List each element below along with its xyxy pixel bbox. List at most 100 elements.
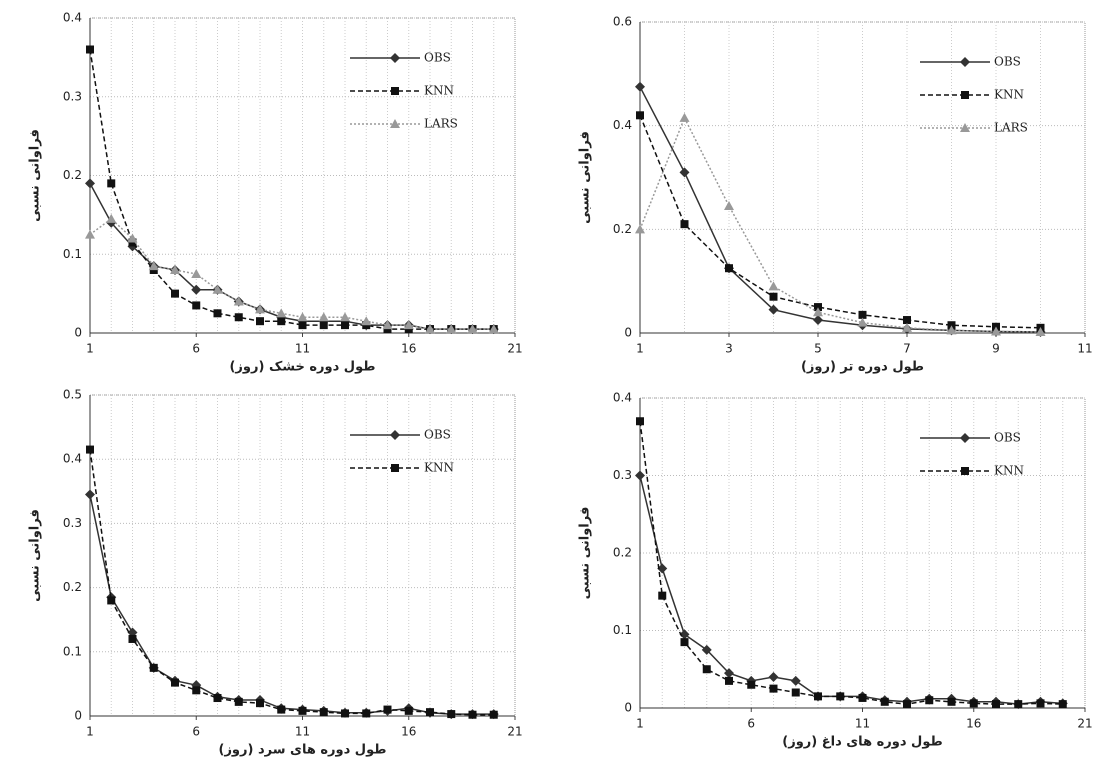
marker [969,699,978,708]
marker [341,321,349,330]
marker [1014,700,1023,709]
marker [724,668,734,679]
legend-marker [390,430,400,440]
y-tick-label: 0.4 [63,11,82,25]
legend-label: LARS [424,117,458,131]
marker [255,304,265,314]
marker [213,309,222,318]
marker [790,675,801,686]
marker [857,317,868,327]
marker [925,696,934,705]
series-line [639,115,1041,329]
marker [768,672,779,682]
marker [404,706,413,715]
legend-label: OBS [994,55,1021,69]
marker [107,179,116,188]
marker [382,320,393,330]
marker [636,111,644,120]
marker [768,304,779,315]
marker [769,292,778,301]
marker [127,233,138,243]
marker [276,308,287,318]
marker [128,634,137,643]
y-axis-title: فراوانی نسبی [578,131,593,224]
y-tick-label: 0.2 [63,580,82,594]
marker [1035,326,1046,336]
marker [467,324,478,334]
marker [902,322,912,332]
marker [170,265,180,274]
marker [947,697,956,706]
marker [991,326,1001,336]
x-axis-title: طول دوره های داغ (روز) [782,735,942,750]
marker [426,708,434,717]
y-tick-label: 0.2 [63,168,82,182]
legend-marker [960,123,970,132]
marker [425,324,435,334]
marker [903,700,911,709]
marker [813,315,823,326]
marker [191,284,202,295]
marker [298,706,307,715]
series-line [639,86,1041,333]
marker [858,693,867,702]
y-tick-label: 0.3 [63,89,82,103]
marker [680,220,689,229]
marker [836,692,845,701]
y-tick-label: 0 [74,326,82,340]
marker [148,261,159,271]
marker [234,313,243,322]
x-tick-label: 11 [295,725,310,739]
x-tick-label: 16 [966,717,981,731]
y-tick-label: 0.5 [63,388,82,402]
y-tick-label: 0.2 [613,546,632,560]
marker [635,81,645,92]
marker [212,284,223,294]
marker [213,694,222,703]
y-tick-label: 0.6 [613,15,632,29]
marker [361,316,372,326]
x-tick-label: 1 [636,717,644,731]
x-tick-label: 21 [507,342,522,356]
y-tick-label: 0.3 [63,516,82,530]
x-tick-label: 16 [401,725,416,739]
marker [858,310,867,319]
marker [946,325,957,335]
y-tick-label: 0 [74,709,82,723]
marker [768,281,779,291]
x-tick-label: 1 [86,725,94,739]
marker [383,705,392,714]
marker [1058,700,1067,709]
marker [277,317,286,326]
marker [86,45,94,54]
x-tick-label: 11 [1077,342,1092,356]
marker [791,688,800,697]
y-tick-label: 0 [624,326,632,340]
x-tick-label: 1 [86,342,94,356]
y-tick-label: 0.4 [63,452,82,466]
legend-label: KNN [994,88,1024,102]
marker [191,268,202,278]
marker [85,229,95,239]
marker [403,320,414,330]
marker [171,289,179,298]
x-tick-label: 21 [507,725,522,739]
marker [1036,699,1045,708]
y-tick-label: 0.4 [613,391,632,405]
marker [85,489,95,500]
y-tick-label: 0.1 [63,644,82,658]
legend-label: KNN [424,461,454,475]
x-tick-label: 6 [192,342,200,356]
marker [657,563,668,574]
marker [447,710,456,719]
legend-label: LARS [994,121,1028,135]
series-line [639,116,1041,333]
chart-panel: 0 0.2 0.4 0.6 1 3 5 7 9 11 طول دوره تر (روز) فراوان… [578,15,1093,375]
x-tick-label: 5 [814,342,822,356]
y-tick-label: 0.1 [613,623,632,637]
series-line [89,217,494,330]
marker [319,708,328,717]
legend-marker [391,87,399,95]
